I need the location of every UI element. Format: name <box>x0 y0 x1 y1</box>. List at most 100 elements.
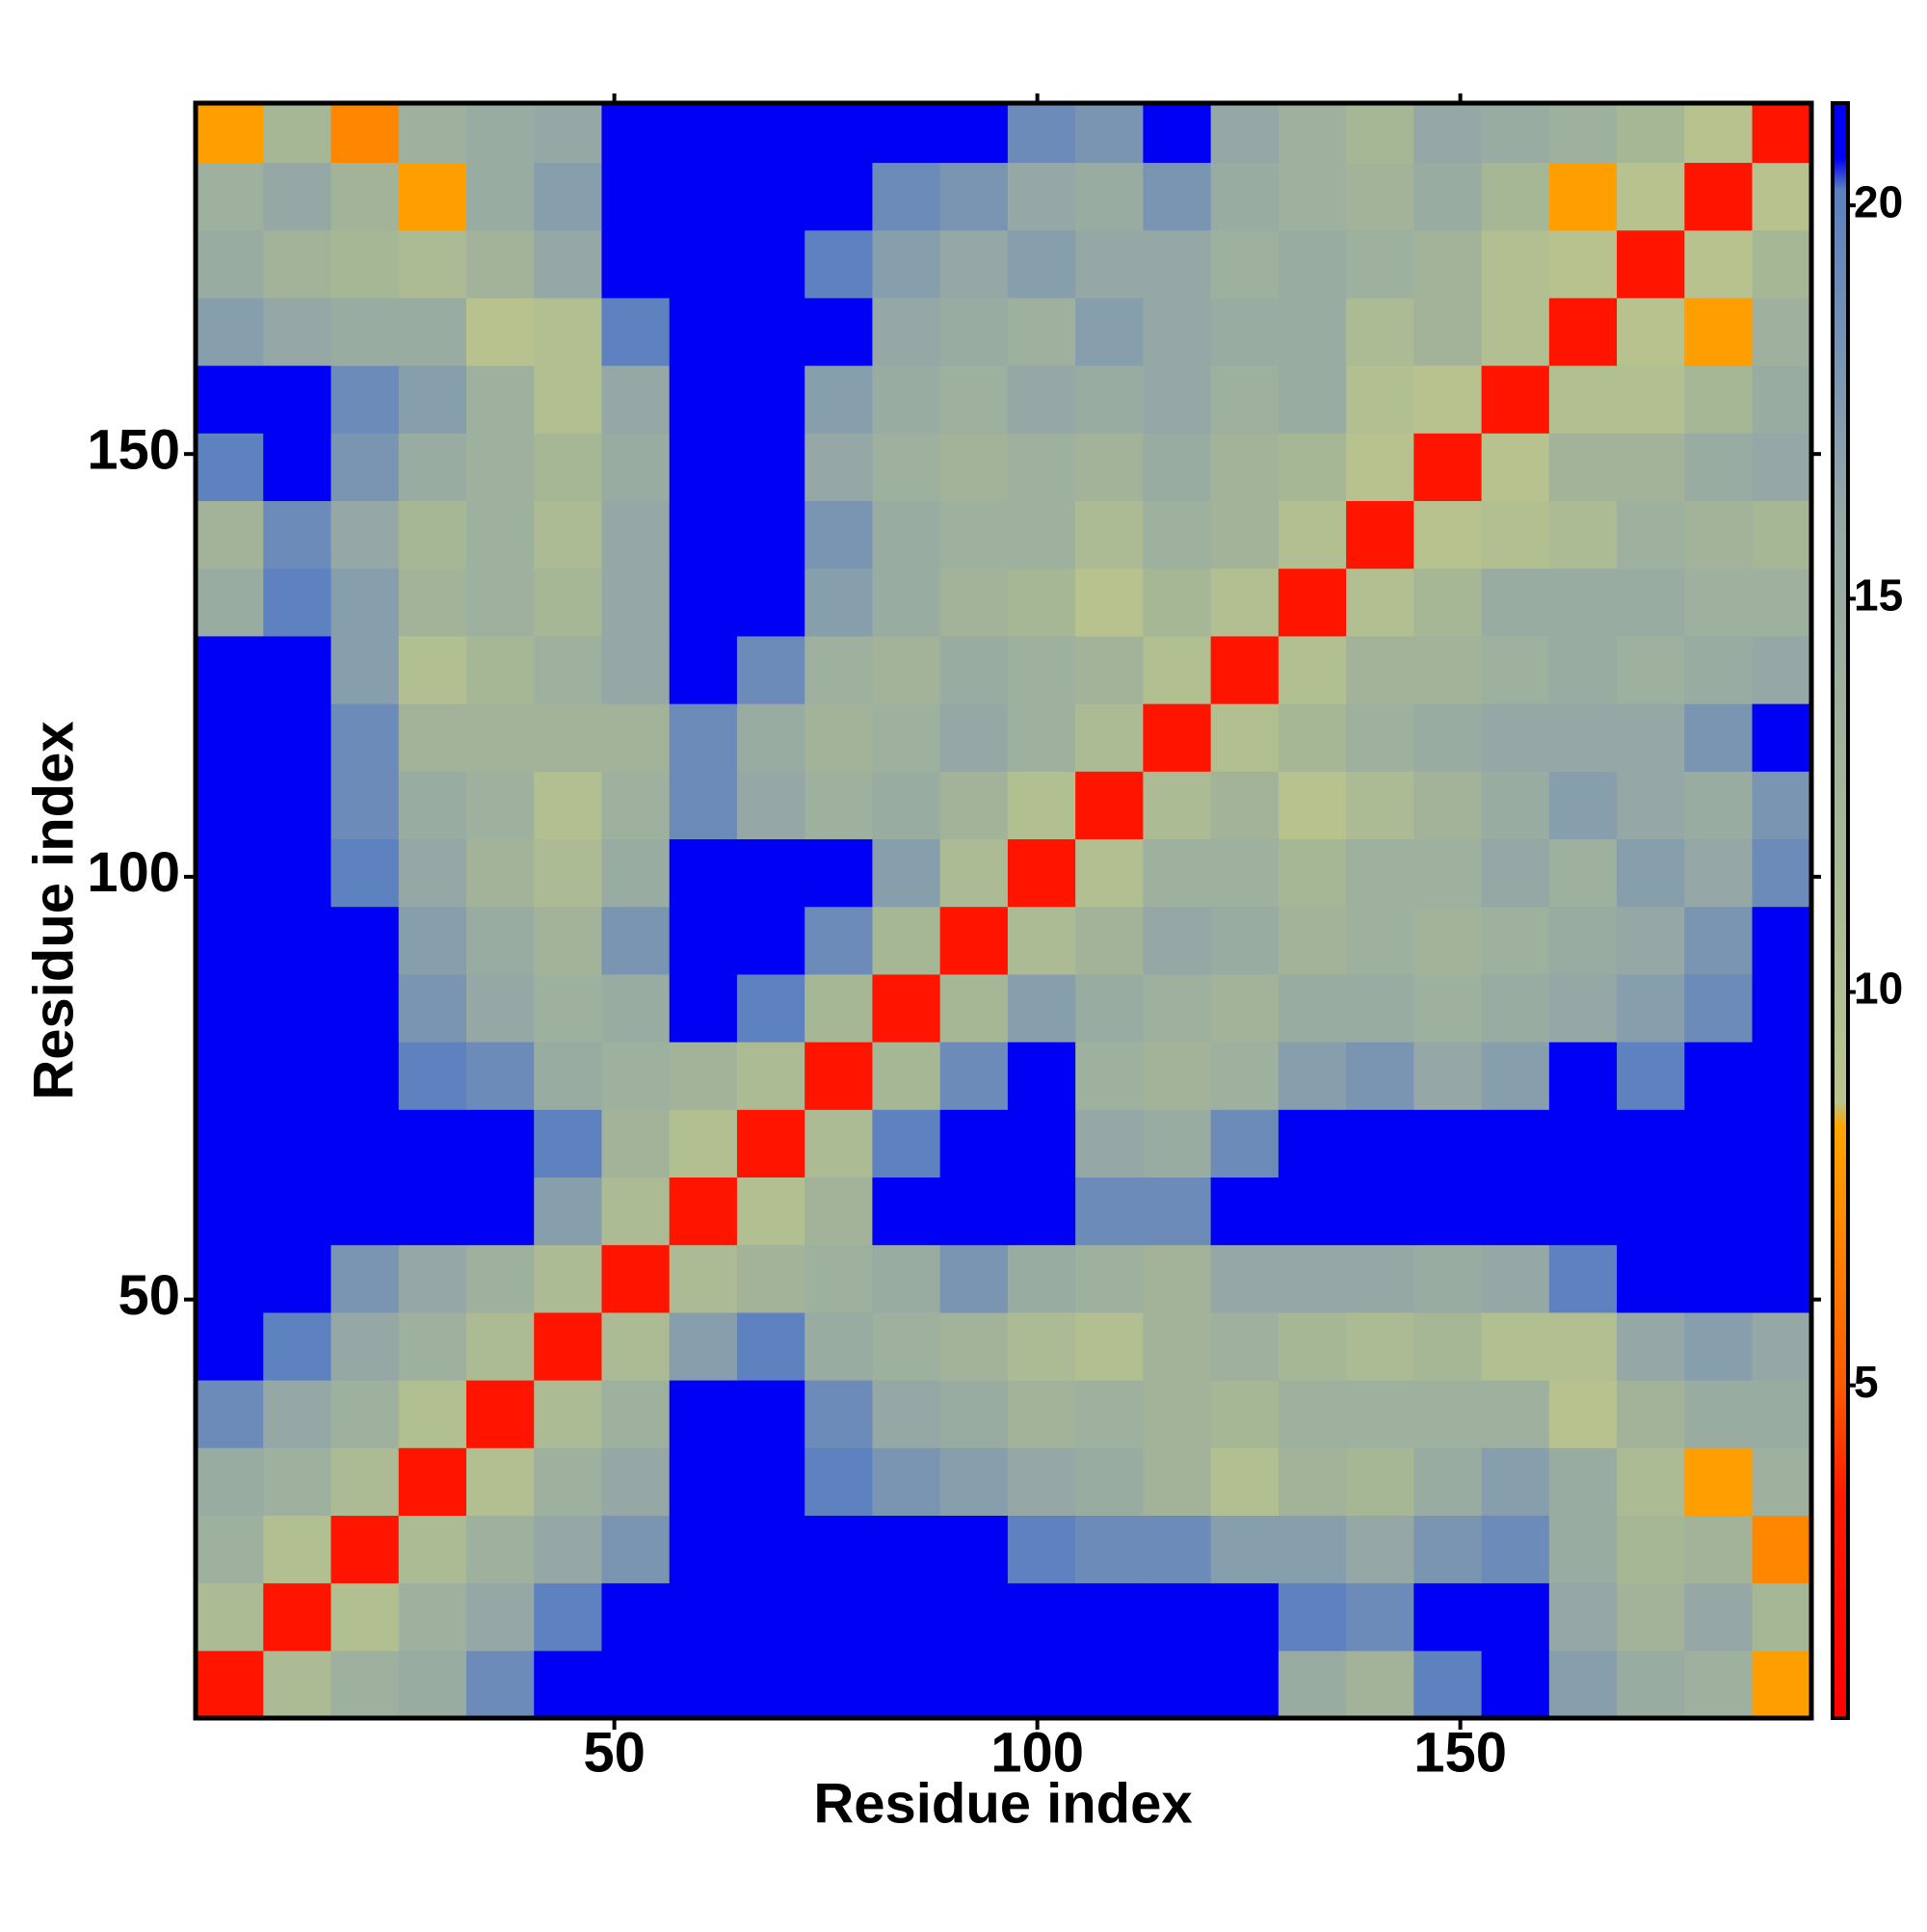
heatmap-cell <box>1548 297 1618 366</box>
heatmap-cell <box>534 229 603 299</box>
heatmap-cell <box>1684 162 1754 231</box>
heatmap-cell <box>805 838 874 908</box>
heatmap-cell <box>601 1177 671 1246</box>
heatmap-cell <box>534 500 603 569</box>
heatmap-cell <box>196 973 264 1043</box>
heatmap-cell <box>1548 906 1618 975</box>
heatmap-cell <box>1548 771 1618 840</box>
heatmap-cell <box>1346 1447 1414 1517</box>
heatmap-cell <box>263 365 332 434</box>
heatmap-cell <box>398 1311 467 1381</box>
heatmap-cell <box>330 771 400 840</box>
heatmap-cell <box>330 365 400 434</box>
heatmap-cell <box>669 1650 738 1718</box>
heatmap-cell <box>1210 635 1280 704</box>
heatmap-cell <box>398 838 467 908</box>
heatmap-cell <box>1481 1042 1550 1110</box>
heatmap-cell <box>534 297 603 366</box>
heatmap-cell <box>1548 1582 1618 1652</box>
heatmap-cell <box>1684 568 1754 637</box>
heatmap-cell <box>1684 771 1754 840</box>
heatmap-cell <box>1075 1447 1144 1517</box>
heatmap-cell <box>1007 635 1076 704</box>
heatmap-cell <box>805 1515 874 1584</box>
heatmap-cell <box>1007 906 1076 975</box>
heatmap-cell <box>601 297 671 366</box>
heatmap-cell <box>196 162 264 231</box>
heatmap-cell <box>1007 1109 1076 1178</box>
heatmap-cell <box>263 771 332 840</box>
heatmap-cell <box>1548 1515 1618 1584</box>
heatmap-cell <box>1075 1109 1144 1178</box>
heatmap-cell <box>263 500 332 569</box>
heatmap-cell <box>534 906 603 975</box>
heatmap-cell <box>1413 568 1483 637</box>
heatmap-cell <box>805 103 874 164</box>
heatmap-cell <box>330 1042 400 1110</box>
heatmap-cell <box>465 635 535 704</box>
heatmap-cell <box>1210 162 1280 231</box>
heatmap-cell <box>1346 703 1414 772</box>
heatmap-cell <box>1752 103 1811 164</box>
heatmap-cell <box>263 568 332 637</box>
heatmap-cell <box>1617 703 1685 772</box>
heatmap-cell <box>1143 973 1212 1043</box>
heatmap-cell <box>872 1650 941 1718</box>
heatmap-cell <box>669 1109 738 1178</box>
heatmap-cell <box>1548 433 1618 502</box>
heatmap-cell <box>465 1650 535 1718</box>
heatmap-cell <box>263 973 332 1043</box>
heatmap-cell <box>872 771 941 840</box>
heatmap-cell <box>1413 1244 1483 1313</box>
heatmap-cell <box>1752 1380 1811 1448</box>
heatmap-cell <box>534 103 603 164</box>
heatmap-cell <box>465 1109 535 1178</box>
heatmap-cell <box>1684 297 1754 366</box>
heatmap-cell <box>872 433 941 502</box>
heatmap-cell <box>196 771 264 840</box>
heatmap-cell <box>1143 297 1212 366</box>
heatmap-cell <box>669 229 738 299</box>
heatmap-cell <box>1210 1311 1280 1381</box>
heatmap-cell <box>465 103 535 164</box>
heatmap-cell <box>872 838 941 908</box>
heatmap-cell <box>1278 1109 1347 1178</box>
heatmap-cell <box>601 162 671 231</box>
heatmap-cell <box>601 973 671 1043</box>
heatmap-cell <box>1075 103 1144 164</box>
heatmap-cell <box>1752 162 1811 231</box>
heatmap-cell <box>1143 906 1212 975</box>
heatmap-cell <box>1210 1380 1280 1448</box>
heatmap-cell <box>736 365 805 434</box>
heatmap-cell <box>465 568 535 637</box>
heatmap-cell <box>1684 229 1754 299</box>
heatmap-cell <box>736 1177 805 1246</box>
heatmap-cell <box>1752 906 1811 975</box>
heatmap-cell <box>1075 297 1144 366</box>
heatmap-cell <box>1752 1244 1811 1313</box>
heatmap-cell <box>872 1582 941 1652</box>
heatmap-cell <box>601 1515 671 1584</box>
heatmap-cell <box>196 1177 264 1246</box>
heatmap-cell <box>1617 635 1685 704</box>
y-tick-label: 150 <box>87 418 180 481</box>
heatmap-cell <box>805 1447 874 1517</box>
heatmap-cell <box>465 1582 535 1652</box>
heatmap-cell <box>1210 1042 1280 1110</box>
heatmap-cell <box>1143 1042 1212 1110</box>
heatmap-cell <box>1481 1650 1550 1718</box>
heatmap-cell <box>1210 568 1280 637</box>
heatmap-cell <box>398 635 467 704</box>
heatmap-cell <box>330 1650 400 1718</box>
heatmap-cell <box>1752 365 1811 434</box>
heatmap-cell <box>939 103 1009 164</box>
heatmap-cell <box>1617 1244 1685 1313</box>
heatmap-cell <box>263 103 332 164</box>
heatmap-cell <box>1007 1177 1076 1246</box>
heatmap-cell <box>1346 1177 1414 1246</box>
heatmap-cell <box>1143 365 1212 434</box>
heatmap-cell <box>1617 906 1685 975</box>
heatmap-cell <box>805 365 874 434</box>
heatmap-cell <box>872 103 941 164</box>
heatmap-cell <box>1752 771 1811 840</box>
